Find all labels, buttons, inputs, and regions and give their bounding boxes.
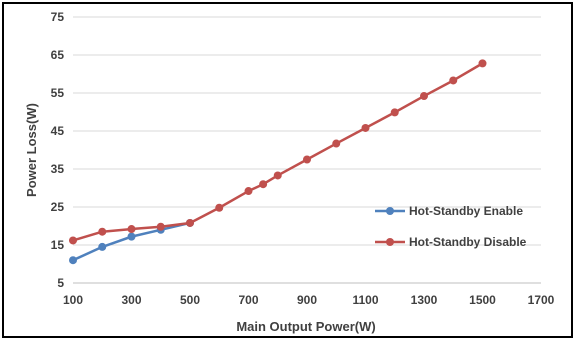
data-point-1 xyxy=(478,59,487,68)
y-tick-label: 65 xyxy=(51,48,65,62)
x-tick-label: 1700 xyxy=(528,293,555,307)
data-point-0 xyxy=(127,232,136,241)
x-tick-labels: 100 300 500 700 900 1100 1300 1500 1700 xyxy=(63,293,555,307)
x-tick-label: 300 xyxy=(121,293,141,307)
data-point-1 xyxy=(303,155,311,164)
legend-marker-disable xyxy=(386,238,394,246)
legend: Hot-Standby Enable Hot-Standby Disable xyxy=(375,204,527,249)
data-point-1 xyxy=(215,203,224,212)
y-tick-label: 75 xyxy=(51,10,65,24)
data-point-1 xyxy=(244,187,253,196)
x-tick-label: 900 xyxy=(297,293,317,307)
series-group xyxy=(69,59,487,265)
data-point-1 xyxy=(156,222,165,231)
y-tick-label: 15 xyxy=(51,238,65,252)
y-axis-title: Power Loss(W) xyxy=(24,103,39,197)
data-point-1 xyxy=(390,108,399,117)
data-point-1 xyxy=(186,218,194,227)
y-tick-label: 25 xyxy=(51,200,65,214)
data-point-0 xyxy=(69,256,77,265)
legend-label-disable: Hot-Standby Disable xyxy=(409,235,527,249)
y-tick-label: 55 xyxy=(51,86,65,100)
data-point-1 xyxy=(332,139,341,148)
x-tick-label: 700 xyxy=(238,293,258,307)
data-point-1 xyxy=(259,180,268,189)
data-point-1 xyxy=(361,123,370,132)
legend-marker-enable xyxy=(386,207,394,215)
x-tick-label: 1100 xyxy=(352,293,378,307)
y-tick-label: 45 xyxy=(51,124,65,138)
y-tick-labels: 5 15 25 35 45 55 65 75 xyxy=(51,10,65,290)
y-tick-label: 35 xyxy=(51,162,65,176)
data-point-1 xyxy=(420,92,428,101)
data-point-1 xyxy=(449,76,458,85)
data-point-1 xyxy=(127,225,136,234)
data-point-1 xyxy=(98,227,107,236)
y-tick-label: 5 xyxy=(57,276,64,290)
series-line-1 xyxy=(72,62,484,242)
x-tick-label: 1500 xyxy=(469,293,496,307)
data-point-1 xyxy=(273,171,282,180)
x-tick-label: 1300 xyxy=(411,293,438,307)
grid-lines xyxy=(73,16,541,246)
data-point-0 xyxy=(98,242,107,251)
data-point-1 xyxy=(69,236,77,245)
x-tick-label: 500 xyxy=(180,293,200,307)
x-axis-title: Main Output Power(W) xyxy=(236,319,375,334)
x-tick-label: 100 xyxy=(63,293,83,307)
legend-label-enable: Hot-Standby Enable xyxy=(409,204,523,218)
